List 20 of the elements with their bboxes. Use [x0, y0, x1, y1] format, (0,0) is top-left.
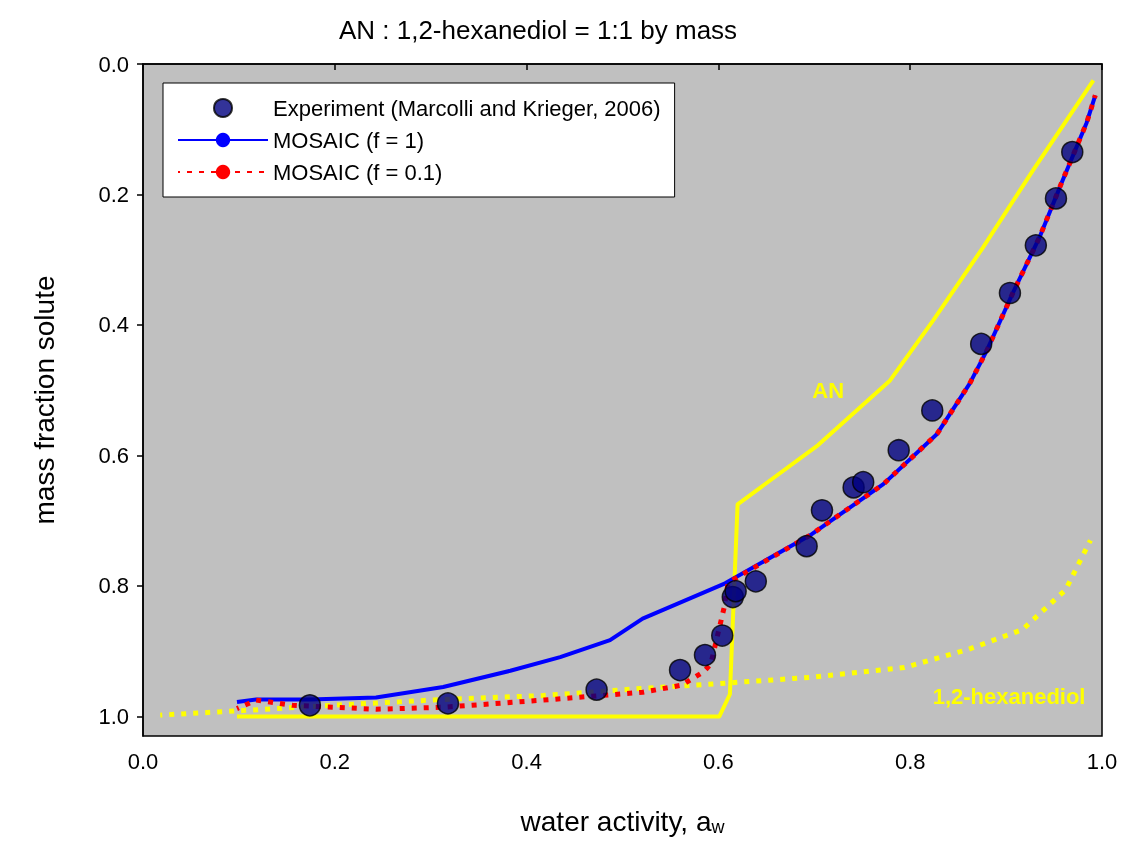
annotation: AN	[812, 377, 845, 403]
y-tick-label: 0.4	[98, 312, 129, 338]
y-tick-label: 0.8	[98, 573, 129, 599]
legend-label: MOSAIC (f = 1)	[273, 127, 424, 153]
legend-label: Experiment (Marcolli and Krieger, 2006)	[273, 95, 661, 121]
x-tick-label: 0.8	[894, 748, 926, 774]
y-tick-label: 0.0	[98, 51, 129, 77]
x-tick-label: 0.4	[511, 748, 542, 774]
x-tick-label: 0.2	[319, 748, 351, 774]
legend-label: MOSAIC (f = 0.1)	[273, 159, 443, 185]
annotation: 1,2-hexanediol	[932, 684, 1086, 710]
y-tick-label: 0.2	[98, 181, 129, 207]
x-axis-title: water activity, aw	[519, 805, 726, 837]
x-tick-label: 1.0	[1086, 748, 1118, 774]
x-tick-label: 0.0	[127, 748, 159, 774]
y-tick-label: 1.0	[98, 703, 129, 729]
y-tick-label: 0.6	[98, 442, 129, 468]
x-tick-label: 0.6	[703, 748, 734, 774]
chart-title: AN : 1,2-hexanediol = 1:1 by mass	[338, 15, 738, 45]
y-axis-title: mass fraction solute	[28, 275, 60, 525]
